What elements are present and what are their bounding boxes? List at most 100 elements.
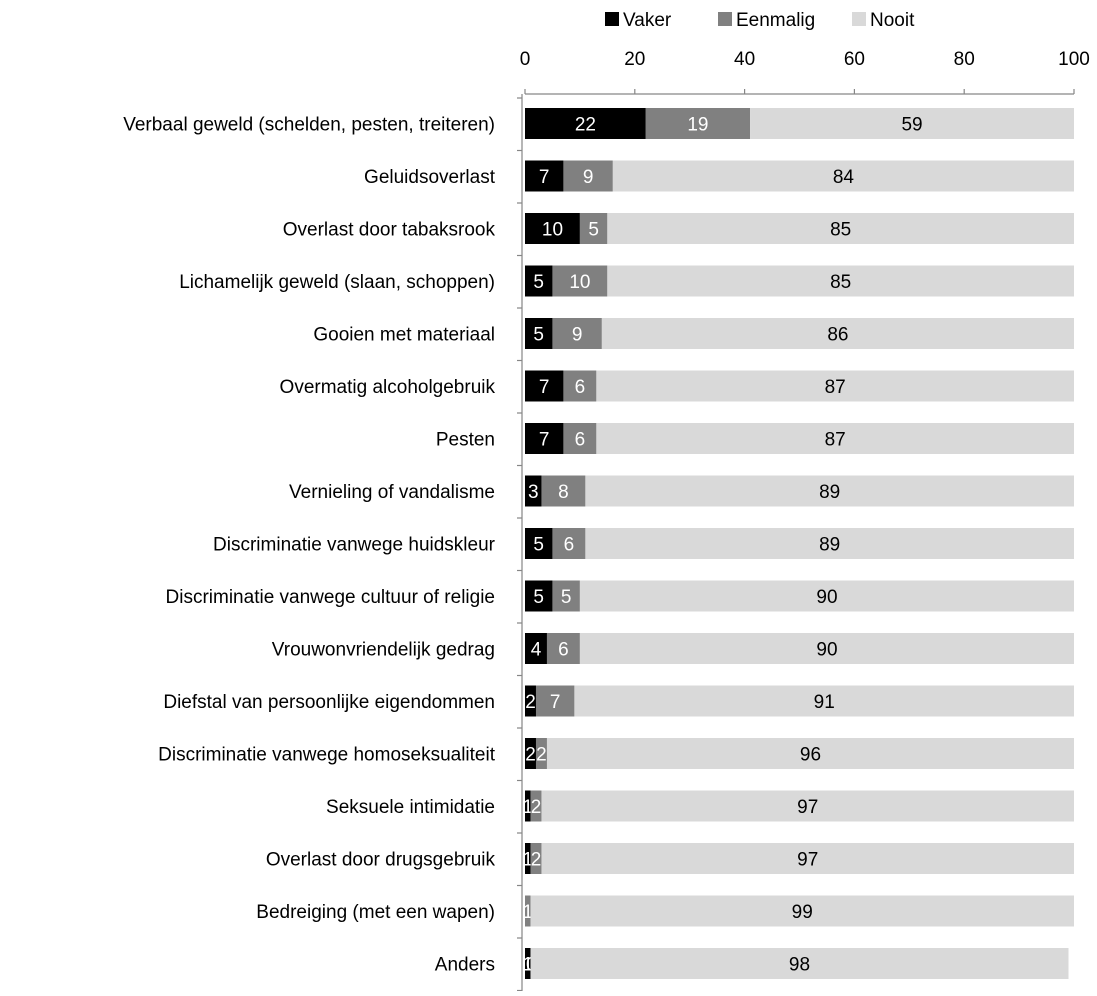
data-label-eenmalig: 2	[531, 850, 542, 871]
data-label-nooit: 59	[901, 115, 922, 136]
bar-segment-nooit	[530, 948, 1069, 979]
legend-swatch-vaker	[605, 12, 619, 26]
legend-label-vaker: Vaker	[623, 10, 672, 31]
bar-segment-vaker	[525, 318, 553, 349]
x-tick-label: 100	[1058, 49, 1090, 70]
bar-segment-eenmalig	[535, 738, 547, 769]
data-label-nooit: 85	[830, 220, 851, 241]
category-label: Overlast door drugsgebruik	[266, 850, 496, 871]
data-label-nooit: 87	[825, 430, 846, 451]
bar-segment-eenmalig	[535, 685, 575, 717]
data-label-eenmalig: 7	[550, 692, 561, 713]
data-label-eenmalig: 5	[561, 587, 572, 608]
category-label: Vernieling of vandalisme	[289, 482, 495, 503]
bar-segment-vaker	[525, 738, 536, 769]
bar-segment-nooit	[750, 108, 1074, 139]
data-label-vaker: 10	[542, 220, 563, 241]
data-label-eenmalig: 2	[536, 745, 547, 766]
bar-segment-nooit	[612, 160, 1074, 192]
category-label: Diefstal van persoonlijke eigendommen	[163, 692, 495, 713]
bar-segment-nooit	[607, 213, 1074, 244]
bar-segment-nooit	[596, 370, 1074, 402]
bar-segment-nooit	[579, 580, 1074, 612]
bar-segment-nooit	[546, 738, 1074, 769]
category-label: Discriminatie vanwege homoseksualiteit	[158, 745, 496, 766]
data-label-nooit: 97	[797, 797, 818, 818]
data-label-vaker: 22	[575, 115, 596, 136]
data-label-eenmalig: 9	[583, 167, 594, 188]
bar-segment-eenmalig	[530, 790, 542, 822]
data-label-vaker: 1	[522, 955, 533, 976]
data-label-nooit: 90	[816, 587, 837, 608]
data-label-eenmalig: 8	[558, 482, 569, 503]
bar-segment-vaker	[525, 370, 564, 402]
category-labels: Verbaal geweld (schelden, pesten, treite…	[123, 115, 495, 976]
category-label: Gooien met materiaal	[313, 325, 495, 346]
data-label-nooit: 89	[819, 535, 840, 556]
bar-segment-vaker	[525, 265, 553, 297]
bar-segment-vaker	[525, 475, 542, 507]
data-label-vaker: 7	[539, 430, 550, 451]
data-label-vaker: 5	[533, 587, 544, 608]
x-tick-label: 20	[624, 49, 645, 70]
legend-label-nooit: Nooit	[870, 10, 915, 31]
bar-segment-eenmalig	[552, 580, 580, 612]
bar-segment-vaker	[525, 580, 553, 612]
data-label-eenmalig: 6	[564, 535, 575, 556]
data-label-nooit: 96	[800, 745, 821, 766]
x-axis: 0 20 40 60 80 100	[517, 49, 1090, 996]
bar-segment-eenmalig	[579, 213, 608, 244]
data-label-nooit: 99	[792, 902, 813, 923]
bar-segment-eenmalig	[563, 423, 597, 454]
data-label-nooit: 87	[825, 377, 846, 398]
data-label-vaker: 1	[522, 797, 533, 818]
category-label: Overmatig alcoholgebruik	[280, 377, 496, 398]
x-tick-label: 0	[520, 49, 531, 70]
category-label: Discriminatie vanwege huidskleur	[213, 535, 496, 556]
bar-segment-eenmalig	[563, 370, 597, 402]
data-label-eenmalig: 9	[572, 325, 583, 346]
legend-label-eenmalig: Eenmalig	[736, 10, 815, 31]
category-label: Verbaal geweld (schelden, pesten, treite…	[123, 115, 495, 136]
bar-segment-eenmalig	[563, 160, 613, 192]
x-tick-label: 80	[954, 49, 975, 70]
bar-segment-nooit	[607, 265, 1074, 297]
bar-segment-nooit	[541, 790, 1074, 822]
bar-segment-eenmalig	[552, 265, 608, 297]
legend: Vaker Eenmalig Nooit	[605, 10, 915, 31]
bar-segment-vaker	[525, 948, 531, 979]
bar-segment-nooit	[530, 895, 1074, 927]
data-label-vaker: 5	[533, 272, 544, 293]
data-label-eenmalig: 1	[522, 902, 533, 923]
category-label: Geluidsoverlast	[364, 167, 496, 188]
bar-segment-vaker	[525, 685, 536, 717]
data-label-vaker: 4	[531, 640, 542, 661]
data-label-eenmalig: 2	[531, 797, 542, 818]
bar-segment-nooit	[585, 528, 1074, 559]
data-label-vaker: 5	[533, 535, 544, 556]
data-label-eenmalig: 6	[575, 377, 586, 398]
bar-segment-vaker	[525, 213, 580, 244]
data-label-vaker: 7	[539, 167, 550, 188]
bar-segment-vaker	[525, 108, 646, 139]
bar-segment-eenmalig	[541, 475, 586, 507]
data-label-nooit: 86	[827, 325, 848, 346]
category-label: Bedreiging (met een wapen)	[256, 902, 495, 923]
data-label-nooit: 84	[833, 167, 855, 188]
category-label: Vrouwonvriendelijk gedrag	[272, 640, 495, 661]
data-label-vaker: 1	[522, 850, 533, 871]
data-label-nooit: 98	[789, 955, 810, 976]
data-label-eenmalig: 19	[687, 115, 708, 136]
bar-segment-eenmalig	[546, 633, 580, 664]
category-label: Anders	[435, 955, 495, 976]
bar-segment-vaker	[525, 423, 564, 454]
data-label-eenmalig: 6	[575, 430, 586, 451]
bar-segment-vaker	[525, 790, 531, 822]
bar-segment-nooit	[541, 843, 1074, 874]
data-label-nooit: 91	[814, 692, 835, 713]
bar-segment-nooit	[579, 633, 1074, 664]
category-label: Lichamelijk geweld (slaan, schoppen)	[179, 272, 495, 293]
